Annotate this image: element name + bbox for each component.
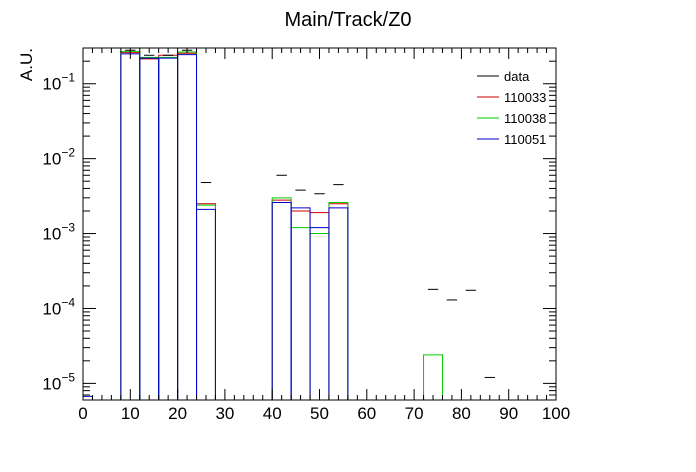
x-tick-label: 0 [78,404,87,423]
y-tick-exponent: −1 [61,71,75,85]
bar-110038-74 [423,354,443,400]
y-tick-label: 10−3 [42,221,75,244]
legend-label-110051: 110051 [504,132,546,147]
bar-110051-54 [328,207,349,400]
x-tick-label: 50 [310,404,329,423]
x-tick-label: 30 [215,404,234,423]
y-tick-exponent: −3 [61,221,75,235]
legend: data 110033 110038 110051 [477,69,546,147]
legend-label-110033: 110033 [504,90,546,105]
x-tick-label: 80 [452,404,471,423]
y-tick-label: 10−4 [42,295,75,318]
y-tick-label: 10−1 [42,71,75,94]
y-tick-exponent: −4 [61,295,75,309]
y-tick-mantissa: 10 [42,374,61,393]
x-tick-label: 90 [499,404,518,423]
y-tick-exponent: −2 [61,146,75,160]
y-tick-exponent: −5 [61,370,75,384]
y-tick-mantissa: 10 [42,225,61,244]
y-tick-mantissa: 10 [42,299,61,318]
x-tick-label: 40 [263,404,282,423]
y-tick-mantissa: 10 [42,150,61,169]
y-tick-label: 10−2 [42,146,75,169]
legend-label-110038: 110038 [504,111,546,126]
y-axis-label: A.U. [17,48,36,81]
x-tick-label: 60 [357,404,376,423]
x-tick-label: 20 [168,404,187,423]
axes: 0 10 20 30 40 50 60 70 80 90 10010−510−410−310−210… [42,47,570,423]
bar-110051-26 [196,208,216,400]
x-tick-label: 10 [121,404,140,423]
y-tick-mantissa: 10 [42,75,61,94]
x-tick-label: 70 [405,404,424,423]
chart-title: Main/Track/Z0 [284,9,411,31]
x-tick-label: 100 [542,404,570,423]
y-tick-label: 10−5 [42,370,75,393]
legend-label-data: data [504,69,530,84]
